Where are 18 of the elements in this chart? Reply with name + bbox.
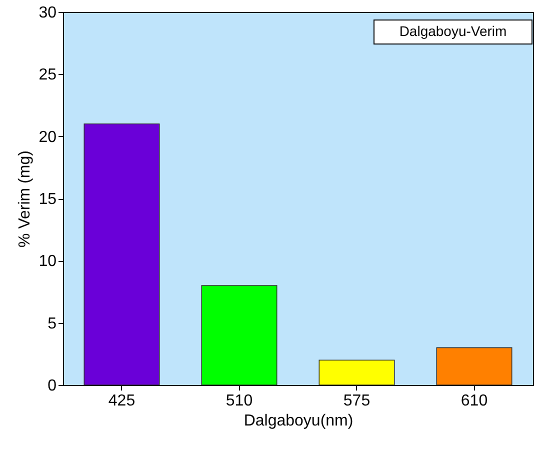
bar bbox=[436, 347, 512, 386]
bar bbox=[318, 360, 395, 386]
x-axis-title: Dalgaboyu(nm) bbox=[244, 412, 354, 430]
annotation: Dalgaboyu-Verim bbox=[399, 23, 507, 39]
y-tick-label: 5 bbox=[48, 315, 57, 332]
y-tick-label: 15 bbox=[38, 191, 57, 208]
y-tick-label: 10 bbox=[38, 253, 57, 270]
x-tick-label: 575 bbox=[343, 392, 370, 410]
y-tick-label: 20 bbox=[38, 128, 57, 146]
x-tick-label: 425 bbox=[108, 392, 136, 410]
x-tick-label: 510 bbox=[226, 392, 253, 410]
bar bbox=[84, 124, 160, 386]
bar bbox=[201, 285, 278, 386]
x-tick-label: 610 bbox=[460, 392, 488, 410]
y-tick-label: 25 bbox=[38, 66, 57, 84]
y-tick-label: 0 bbox=[48, 378, 57, 394]
y-axis-title: % Verim (mg) bbox=[16, 150, 34, 248]
y-tick-label: 30 bbox=[38, 4, 57, 22]
